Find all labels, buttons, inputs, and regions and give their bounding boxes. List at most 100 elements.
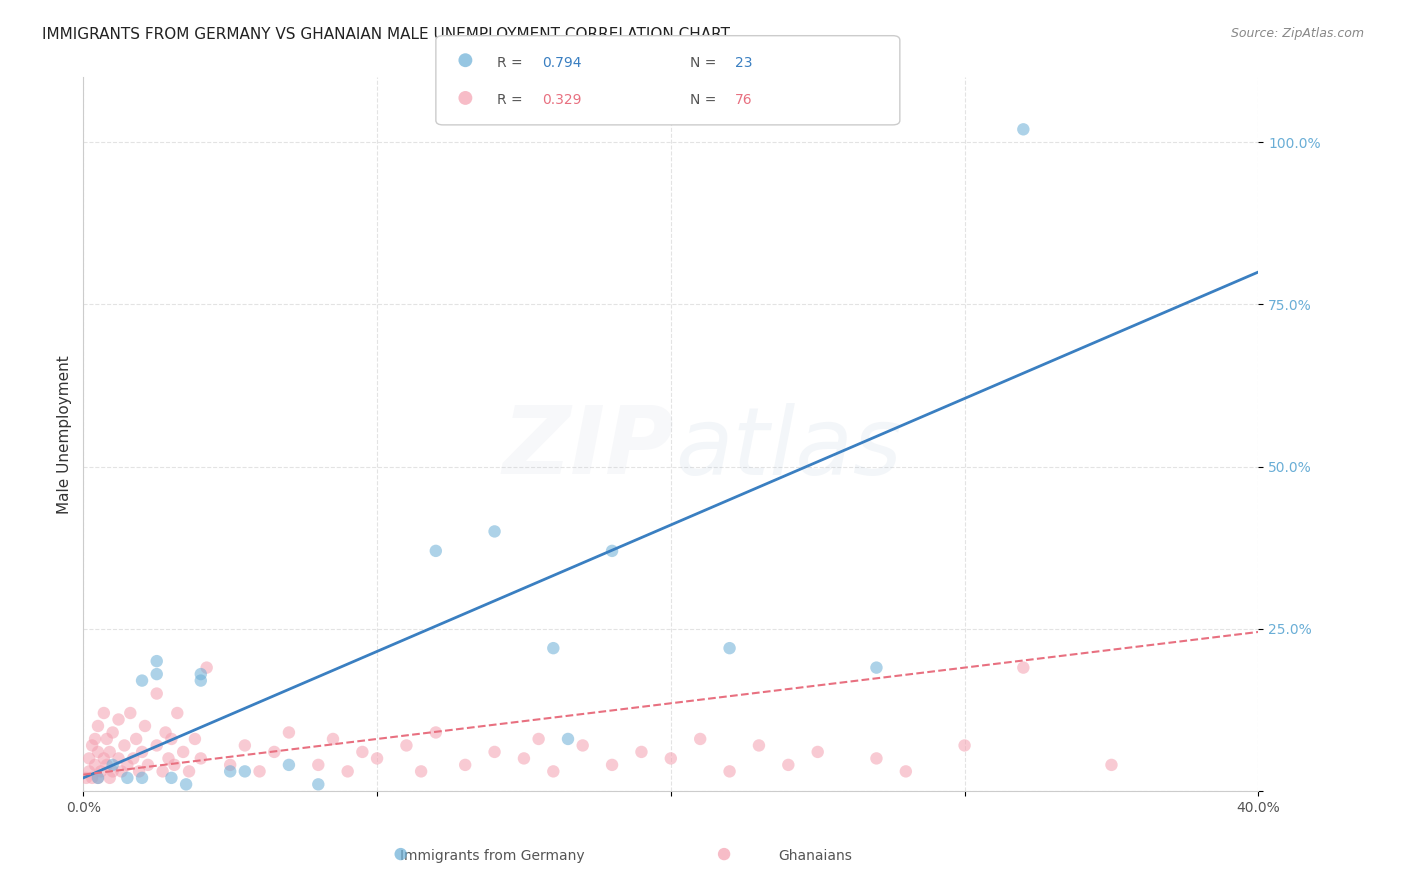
- Point: [184, 731, 207, 746]
- Point: [112, 739, 135, 753]
- Point: [807, 745, 830, 759]
- Point: [865, 660, 887, 674]
- Text: N =: N =: [690, 55, 721, 70]
- Point: [249, 764, 271, 779]
- Point: [134, 719, 156, 733]
- Point: [87, 719, 110, 733]
- Point: [145, 667, 167, 681]
- Point: [131, 673, 153, 688]
- Point: [953, 739, 976, 753]
- Point: [90, 764, 112, 779]
- Point: [307, 777, 329, 791]
- Point: [177, 764, 200, 779]
- Point: [600, 758, 623, 772]
- Point: [425, 725, 447, 739]
- Text: atlas: atlas: [675, 403, 901, 494]
- Point: [263, 745, 285, 759]
- Point: [659, 751, 682, 765]
- Point: [82, 739, 104, 753]
- Point: [1101, 758, 1123, 772]
- Point: [131, 771, 153, 785]
- Text: 0.329: 0.329: [541, 94, 581, 107]
- Point: [513, 751, 536, 765]
- Point: [630, 745, 652, 759]
- Point: [219, 758, 242, 772]
- Point: [82, 771, 104, 785]
- Point: [689, 731, 711, 746]
- Point: [87, 745, 110, 759]
- Text: 23: 23: [735, 55, 752, 70]
- Point: [87, 771, 110, 785]
- Point: [527, 731, 550, 746]
- Point: [778, 758, 800, 772]
- Point: [713, 847, 735, 862]
- Point: [322, 731, 344, 746]
- Point: [277, 758, 299, 772]
- Point: [277, 725, 299, 739]
- Text: Ghanaians: Ghanaians: [779, 849, 852, 863]
- Point: [160, 731, 183, 746]
- Point: [131, 745, 153, 759]
- Point: [174, 777, 197, 791]
- Point: [718, 641, 741, 656]
- Point: [96, 731, 118, 746]
- Point: [543, 641, 565, 656]
- Point: [600, 544, 623, 558]
- Point: [136, 758, 159, 772]
- Point: [155, 725, 177, 739]
- Point: [145, 739, 167, 753]
- Point: [865, 751, 887, 765]
- Point: [160, 771, 183, 785]
- Point: [152, 764, 174, 779]
- Point: [425, 544, 447, 558]
- Y-axis label: Male Unemployment: Male Unemployment: [58, 355, 72, 514]
- Point: [352, 745, 374, 759]
- Point: [166, 706, 188, 720]
- Point: [75, 771, 97, 785]
- Point: [366, 751, 388, 765]
- Point: [107, 713, 129, 727]
- Point: [98, 771, 121, 785]
- Point: [718, 764, 741, 779]
- Point: [172, 745, 194, 759]
- Point: [101, 764, 124, 779]
- Text: Immigrants from Germany: Immigrants from Germany: [399, 849, 585, 863]
- Point: [571, 739, 593, 753]
- Point: [122, 751, 145, 765]
- Point: [395, 739, 418, 753]
- Point: [77, 751, 100, 765]
- Point: [454, 54, 477, 68]
- Point: [389, 847, 412, 862]
- Point: [1012, 122, 1035, 136]
- Text: Source: ZipAtlas.com: Source: ZipAtlas.com: [1230, 27, 1364, 40]
- Point: [748, 739, 770, 753]
- Point: [336, 764, 359, 779]
- Point: [101, 725, 124, 739]
- Text: R =: R =: [496, 55, 527, 70]
- Point: [543, 764, 565, 779]
- Point: [98, 745, 121, 759]
- Point: [125, 731, 148, 746]
- Point: [84, 731, 107, 746]
- Point: [145, 654, 167, 668]
- Point: [557, 731, 579, 746]
- Point: [454, 758, 477, 772]
- Text: 76: 76: [735, 94, 754, 107]
- Point: [117, 758, 139, 772]
- Point: [77, 764, 100, 779]
- Point: [107, 751, 129, 765]
- Point: [120, 706, 142, 720]
- Point: [190, 667, 212, 681]
- Point: [484, 745, 506, 759]
- Point: [219, 764, 242, 779]
- Point: [233, 739, 256, 753]
- Point: [117, 771, 139, 785]
- Point: [87, 771, 110, 785]
- Point: [163, 758, 186, 772]
- Text: 0.794: 0.794: [541, 55, 581, 70]
- Point: [1012, 660, 1035, 674]
- Point: [93, 751, 115, 765]
- Point: [101, 758, 124, 772]
- Point: [195, 660, 218, 674]
- Text: R =: R =: [496, 94, 527, 107]
